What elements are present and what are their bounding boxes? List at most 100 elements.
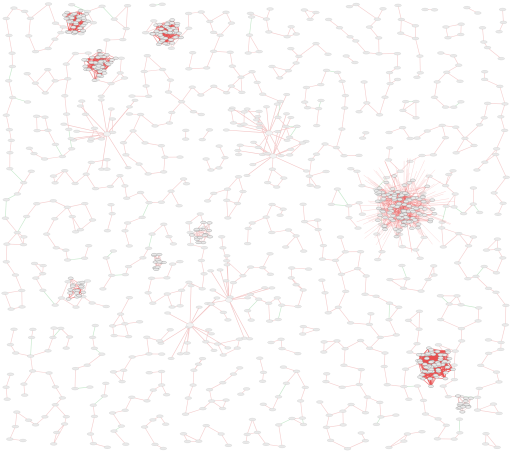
graph-node[interactable]	[375, 52, 383, 56]
graph-node[interactable]	[121, 229, 129, 233]
graph-node[interactable]	[439, 245, 447, 249]
graph-node[interactable]	[217, 432, 225, 436]
graph-node[interactable]	[62, 62, 70, 66]
graph-node[interactable]	[140, 69, 148, 74]
graph-node[interactable]	[323, 372, 331, 376]
graph-node[interactable]	[209, 288, 217, 292]
graph-node[interactable]	[169, 262, 177, 266]
cluster-node[interactable]	[422, 362, 428, 366]
graph-node[interactable]	[86, 385, 94, 389]
graph-node[interactable]	[418, 430, 426, 434]
graph-node[interactable]	[363, 395, 371, 399]
graph-node[interactable]	[200, 246, 208, 250]
cluster-node[interactable]	[195, 240, 202, 244]
graph-node[interactable]	[51, 21, 60, 25]
cluster-9[interactable]	[151, 252, 167, 271]
graph-node[interactable]	[224, 318, 232, 322]
graph-node[interactable]	[149, 301, 157, 305]
graph-node[interactable]	[205, 128, 214, 132]
graph-node[interactable]	[67, 137, 75, 141]
cluster-node[interactable]	[166, 30, 173, 35]
graph-node[interactable]	[179, 432, 188, 436]
graph-node[interactable]	[6, 372, 15, 376]
graph-node[interactable]	[292, 32, 300, 36]
graph-node[interactable]	[394, 3, 402, 7]
graph-node[interactable]	[301, 100, 309, 104]
graph-node[interactable]	[256, 356, 264, 360]
graph-node[interactable]	[1, 291, 9, 295]
graph-node[interactable]	[20, 181, 28, 185]
graph-node[interactable]	[118, 380, 126, 384]
cluster-node[interactable]	[383, 180, 390, 185]
graph-node[interactable]	[51, 217, 59, 221]
graph-node[interactable]	[244, 309, 252, 313]
graph-node[interactable]	[246, 11, 254, 15]
graph-node[interactable]	[221, 156, 229, 160]
graph-node[interactable]	[415, 309, 423, 313]
graph-node[interactable]	[300, 8, 308, 12]
graph-node[interactable]	[6, 167, 14, 171]
cluster-node[interactable]	[386, 211, 393, 215]
graph-node[interactable]	[89, 442, 97, 446]
graph-node[interactable]	[7, 138, 15, 142]
graph-node[interactable]	[288, 416, 296, 421]
graph-node[interactable]	[41, 157, 49, 161]
cluster-node[interactable]	[409, 178, 416, 182]
cluster-node[interactable]	[105, 62, 112, 66]
graph-node[interactable]	[144, 291, 152, 295]
cluster-node[interactable]	[380, 210, 386, 214]
cluster-node[interactable]	[428, 360, 434, 364]
graph-node[interactable]	[108, 107, 115, 111]
graph-node[interactable]	[275, 423, 283, 427]
graph-node[interactable]	[148, 232, 156, 236]
graph-node[interactable]	[64, 77, 72, 81]
cluster-node[interactable]	[403, 199, 409, 204]
graph-node[interactable]	[108, 273, 116, 277]
graph-node[interactable]	[185, 11, 193, 16]
graph-node[interactable]	[294, 304, 302, 309]
graph-node[interactable]	[243, 174, 251, 177]
graph-node[interactable]	[108, 117, 116, 121]
cluster-node[interactable]	[164, 22, 170, 26]
graph-node[interactable]	[360, 80, 368, 84]
cluster-node[interactable]	[412, 218, 418, 222]
cluster-node[interactable]	[389, 187, 396, 191]
graph-node[interactable]	[244, 226, 252, 231]
graph-node[interactable]	[482, 248, 490, 252]
graph-node[interactable]	[494, 247, 502, 251]
graph-node[interactable]	[125, 296, 133, 300]
graph-node[interactable]	[185, 67, 193, 71]
graph-node[interactable]	[18, 305, 26, 309]
cluster-node[interactable]	[174, 24, 180, 28]
graph-node[interactable]	[51, 181, 59, 185]
graph-node[interactable]	[381, 95, 389, 99]
graph-node[interactable]	[306, 183, 314, 187]
graph-node[interactable]	[273, 102, 281, 106]
graph-node[interactable]	[103, 167, 111, 171]
graph-node[interactable]	[295, 54, 303, 58]
graph-node[interactable]	[107, 203, 115, 207]
graph-node[interactable]	[334, 305, 342, 309]
graph-node[interactable]	[7, 307, 15, 311]
graph-node[interactable]	[6, 343, 14, 347]
graph-node[interactable]	[347, 167, 355, 171]
graph-node[interactable]	[403, 277, 411, 281]
graph-node[interactable]	[276, 213, 284, 217]
graph-node[interactable]	[265, 30, 273, 34]
graph-node[interactable]	[68, 215, 76, 219]
cluster-node[interactable]	[91, 78, 98, 82]
graph-node[interactable]	[501, 102, 509, 106]
graph-node[interactable]	[434, 417, 442, 421]
graph-node[interactable]	[322, 68, 331, 72]
graph-node[interactable]	[402, 367, 410, 371]
graph-node[interactable]	[259, 379, 267, 383]
graph-node[interactable]	[6, 437, 14, 441]
cluster-node[interactable]	[421, 213, 428, 217]
cluster-node[interactable]	[417, 360, 424, 364]
cluster-7[interactable]	[455, 394, 474, 414]
graph-node[interactable]	[405, 397, 413, 401]
cluster-node[interactable]	[388, 217, 394, 221]
graph-node[interactable]	[345, 204, 353, 208]
graph-node[interactable]	[341, 250, 349, 254]
graph-node[interactable]	[145, 201, 153, 205]
